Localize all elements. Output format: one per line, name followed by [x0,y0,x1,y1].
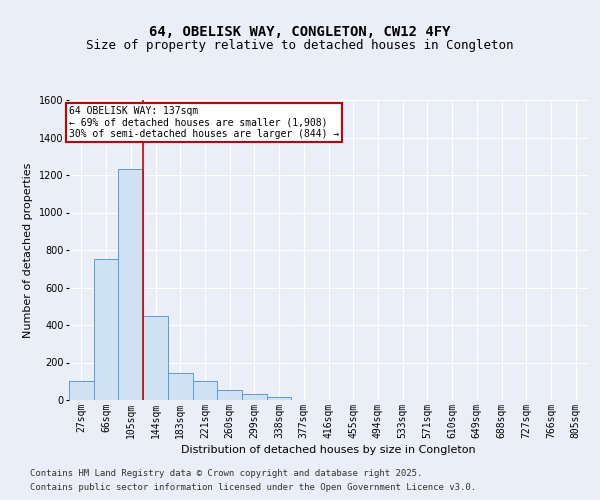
Bar [69,381,94,400]
Text: Contains public sector information licensed under the Open Government Licence v3: Contains public sector information licen… [30,484,476,492]
Text: 64, OBELISK WAY, CONGLETON, CW12 4FY: 64, OBELISK WAY, CONGLETON, CW12 4FY [149,26,451,40]
Bar [267,397,292,400]
Bar [143,316,168,400]
Bar [94,260,118,400]
Bar [242,394,267,400]
Text: Contains HM Land Registry data © Crown copyright and database right 2025.: Contains HM Land Registry data © Crown c… [30,468,422,477]
Text: Size of property relative to detached houses in Congleton: Size of property relative to detached ho… [86,40,514,52]
Y-axis label: Number of detached properties: Number of detached properties [23,162,33,338]
Bar [217,390,242,400]
Text: 64 OBELISK WAY: 137sqm
← 69% of detached houses are smaller (1,908)
30% of semi-: 64 OBELISK WAY: 137sqm ← 69% of detached… [69,106,339,139]
Bar [118,170,143,400]
Bar [193,381,217,400]
Bar [168,373,193,400]
X-axis label: Distribution of detached houses by size in Congleton: Distribution of detached houses by size … [181,445,476,455]
